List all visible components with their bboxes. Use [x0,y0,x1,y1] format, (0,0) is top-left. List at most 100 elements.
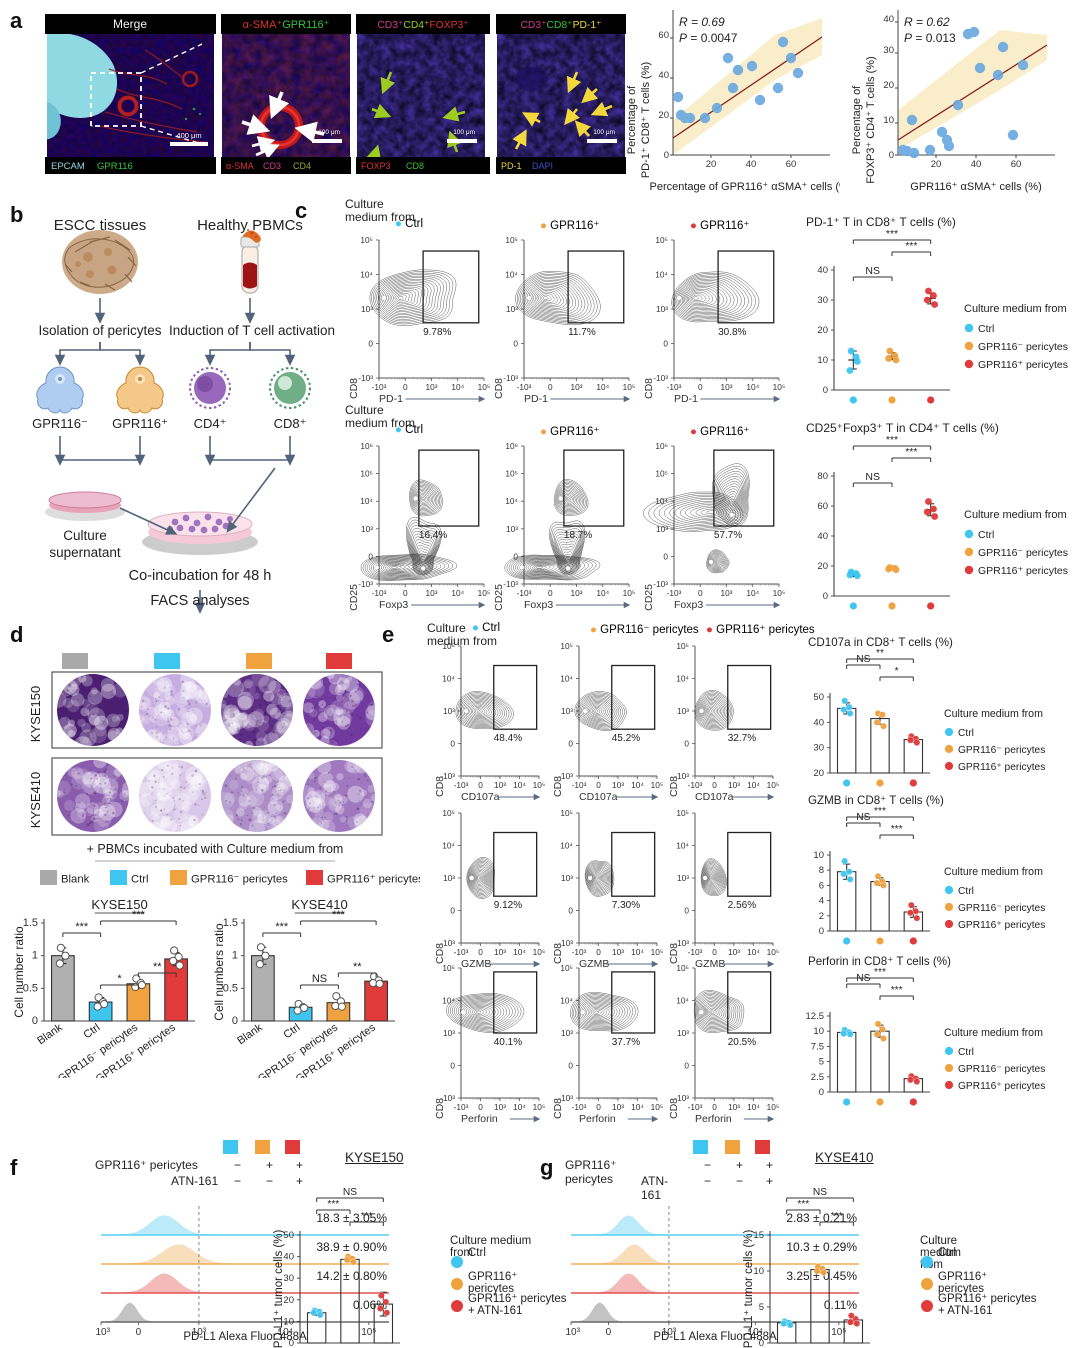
svg-text:0: 0 [663,339,668,349]
svg-text:GPR116⁺ pericytes: GPR116⁺ pericytes [958,1081,1045,1092]
svg-text:10⁴: 10⁴ [513,780,526,790]
svg-text:10³: 10³ [571,382,583,392]
svg-text:10⁴: 10⁴ [560,674,573,684]
svg-text:10⁵: 10⁵ [651,1102,663,1112]
svg-text:Foxp3: Foxp3 [379,599,408,611]
svg-text:-10³: -10³ [688,1102,703,1112]
svg-text:***: *** [831,1211,843,1222]
svg-text:0: 0 [450,739,455,749]
svg-text:***: *** [886,434,898,446]
svg-text:10⁴: 10⁴ [676,996,689,1006]
svg-text:0: 0 [684,1061,689,1071]
svg-text:10⁴: 10⁴ [560,841,573,851]
svg-text:40: 40 [813,717,824,728]
svg-text:0: 0 [712,947,717,957]
svg-text:10⁵: 10⁵ [767,780,779,790]
svg-text:2.5: 2.5 [811,1072,824,1083]
svg-text:10⁵: 10⁵ [676,963,689,973]
svg-text:10⁴: 10⁴ [747,947,760,957]
svg-text:-10³: -10³ [454,947,469,957]
svg-text:-10³: -10³ [454,1102,469,1112]
svg-text:Culture medium from: Culture medium from [964,303,1067,315]
svg-text:10³: 10³ [728,947,740,957]
svg-text:5: 5 [819,1057,824,1068]
svg-text:10⁵: 10⁵ [651,780,663,790]
svg-text:10⁴: 10⁴ [360,496,373,506]
svg-text:CD8: CD8 [434,1098,446,1119]
svg-text:0: 0 [712,780,717,790]
svg-text:Ctrl: Ctrl [958,1047,974,1058]
svg-text:0: 0 [684,739,689,749]
svg-text:10⁵: 10⁵ [505,235,518,245]
svg-text:10³: 10³ [443,1028,455,1038]
svg-text:***: *** [891,824,903,835]
svg-text:Perforin: Perforin [695,1113,732,1125]
svg-text:10⁵: 10⁵ [767,1102,779,1112]
svg-text:10⁵: 10⁵ [767,947,779,957]
svg-text:-10³: -10³ [572,947,587,957]
svg-text:10⁵: 10⁵ [655,469,668,479]
svg-text:PD-1⁺ T in CD8⁺ T cells (%): PD-1⁺ T in CD8⁺ T cells (%) [806,215,956,229]
svg-text:10³: 10³ [656,304,668,314]
svg-text:-10³: -10³ [572,780,587,790]
svg-text:10⁵: 10⁵ [533,1102,545,1112]
svg-text:0: 0 [596,780,601,790]
svg-text:10⁴: 10⁴ [631,780,644,790]
svg-text:PD-1: PD-1 [674,393,698,405]
svg-text:10⁴: 10⁴ [360,270,373,280]
svg-text:10³: 10³ [506,304,518,314]
svg-text:10⁵: 10⁵ [560,808,573,818]
svg-text:10⁵: 10⁵ [623,588,635,598]
svg-text:0: 0 [478,947,483,957]
svg-text:CD8: CD8 [668,776,680,797]
svg-text:10³: 10³ [494,780,506,790]
svg-text:GPR116⁺ pericytes: GPR116⁺ pericytes [978,359,1068,371]
svg-text:10⁵: 10⁵ [651,947,663,957]
svg-text:50: 50 [813,692,824,703]
svg-text:20: 20 [817,325,828,336]
svg-text:GPR116⁺ pericytes: GPR116⁺ pericytes [958,762,1045,773]
svg-text:0: 0 [548,588,553,598]
svg-text:10⁴: 10⁴ [596,588,609,598]
svg-text:*: * [895,666,899,677]
svg-text:10⁴: 10⁴ [631,947,644,957]
svg-text:NS: NS [865,265,880,277]
svg-text:***: *** [905,446,917,458]
svg-text:10⁴: 10⁴ [747,780,760,790]
svg-text:***: *** [905,240,917,252]
svg-text:GPR116⁺ pericytes: GPR116⁺ pericytes [978,565,1068,577]
svg-text:CD8: CD8 [643,378,655,399]
svg-text:NS: NS [813,1187,827,1198]
svg-text:10: 10 [813,850,824,861]
svg-text:10⁴: 10⁴ [560,996,573,1006]
svg-text:9.78%: 9.78% [423,327,451,338]
svg-text:0: 0 [759,1338,764,1348]
svg-text:4: 4 [819,896,824,907]
svg-text:Perforin: Perforin [461,1113,498,1125]
svg-text:30: 30 [813,743,824,754]
svg-text:Ctrl: Ctrl [958,728,974,739]
svg-text:CD8: CD8 [552,1098,564,1119]
svg-text:10⁴: 10⁴ [746,382,759,392]
svg-text:Ctrl: Ctrl [978,323,994,335]
svg-text:2.56%: 2.56% [728,900,756,911]
svg-text:30: 30 [817,295,828,306]
svg-text:0: 0 [368,339,373,349]
svg-text:**: ** [876,648,884,659]
svg-text:0: 0 [568,739,573,749]
svg-text:10⁵: 10⁵ [360,469,373,479]
svg-text:10⁵: 10⁵ [676,641,689,651]
svg-text:Culture medium from: Culture medium from [944,1027,1043,1039]
svg-text:CD8: CD8 [668,1098,680,1119]
svg-text:10³: 10³ [721,588,733,598]
svg-text:10³: 10³ [571,588,583,598]
svg-text:0: 0 [403,382,408,392]
svg-text:10⁵: 10⁵ [360,235,373,245]
svg-text:10: 10 [753,1266,764,1277]
svg-text:6: 6 [819,880,824,891]
svg-text:10³: 10³ [721,382,733,392]
svg-text:10⁵: 10⁵ [773,382,785,392]
svg-text:0: 0 [823,385,828,396]
svg-text:10⁵: 10⁵ [505,469,518,479]
svg-text:7.5: 7.5 [811,1041,824,1052]
